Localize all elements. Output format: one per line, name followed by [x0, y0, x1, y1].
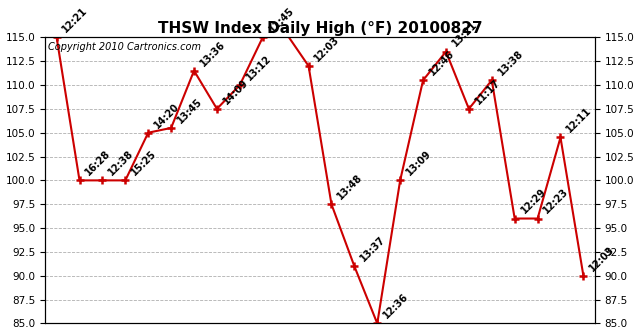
Text: 11:17: 11:17: [473, 77, 502, 106]
Text: 13:12: 13:12: [244, 53, 273, 82]
Text: 13:37: 13:37: [358, 234, 387, 263]
Text: 13:45: 13:45: [175, 96, 204, 125]
Text: 13:21: 13:21: [450, 20, 479, 49]
Text: 12:03: 12:03: [588, 244, 616, 273]
Text: 14:09: 14:09: [221, 77, 250, 106]
Text: 12:46: 12:46: [428, 49, 456, 77]
Text: 13:38: 13:38: [496, 48, 525, 77]
Text: 16:28: 16:28: [84, 148, 113, 178]
Text: 12:29: 12:29: [519, 187, 548, 216]
Text: 12:03: 12:03: [313, 34, 342, 63]
Text: 12:21: 12:21: [61, 6, 90, 35]
Text: 13:09: 13:09: [404, 149, 433, 178]
Title: THSW Index Daily High (°F) 20100827: THSW Index Daily High (°F) 20100827: [157, 21, 483, 36]
Text: 13:48: 13:48: [335, 173, 365, 201]
Text: 12:36: 12:36: [381, 292, 410, 321]
Text: 12:44: 12:44: [0, 334, 1, 335]
Text: 12:11: 12:11: [564, 106, 594, 135]
Text: 11:45: 11:45: [267, 6, 296, 35]
Text: 12:23: 12:23: [541, 187, 571, 216]
Text: Copyright 2010 Cartronics.com: Copyright 2010 Cartronics.com: [48, 42, 201, 52]
Text: 12:38: 12:38: [107, 148, 136, 178]
Text: 13:36: 13:36: [198, 39, 227, 68]
Text: 15:25: 15:25: [129, 149, 159, 178]
Text: 14:20: 14:20: [152, 101, 181, 130]
